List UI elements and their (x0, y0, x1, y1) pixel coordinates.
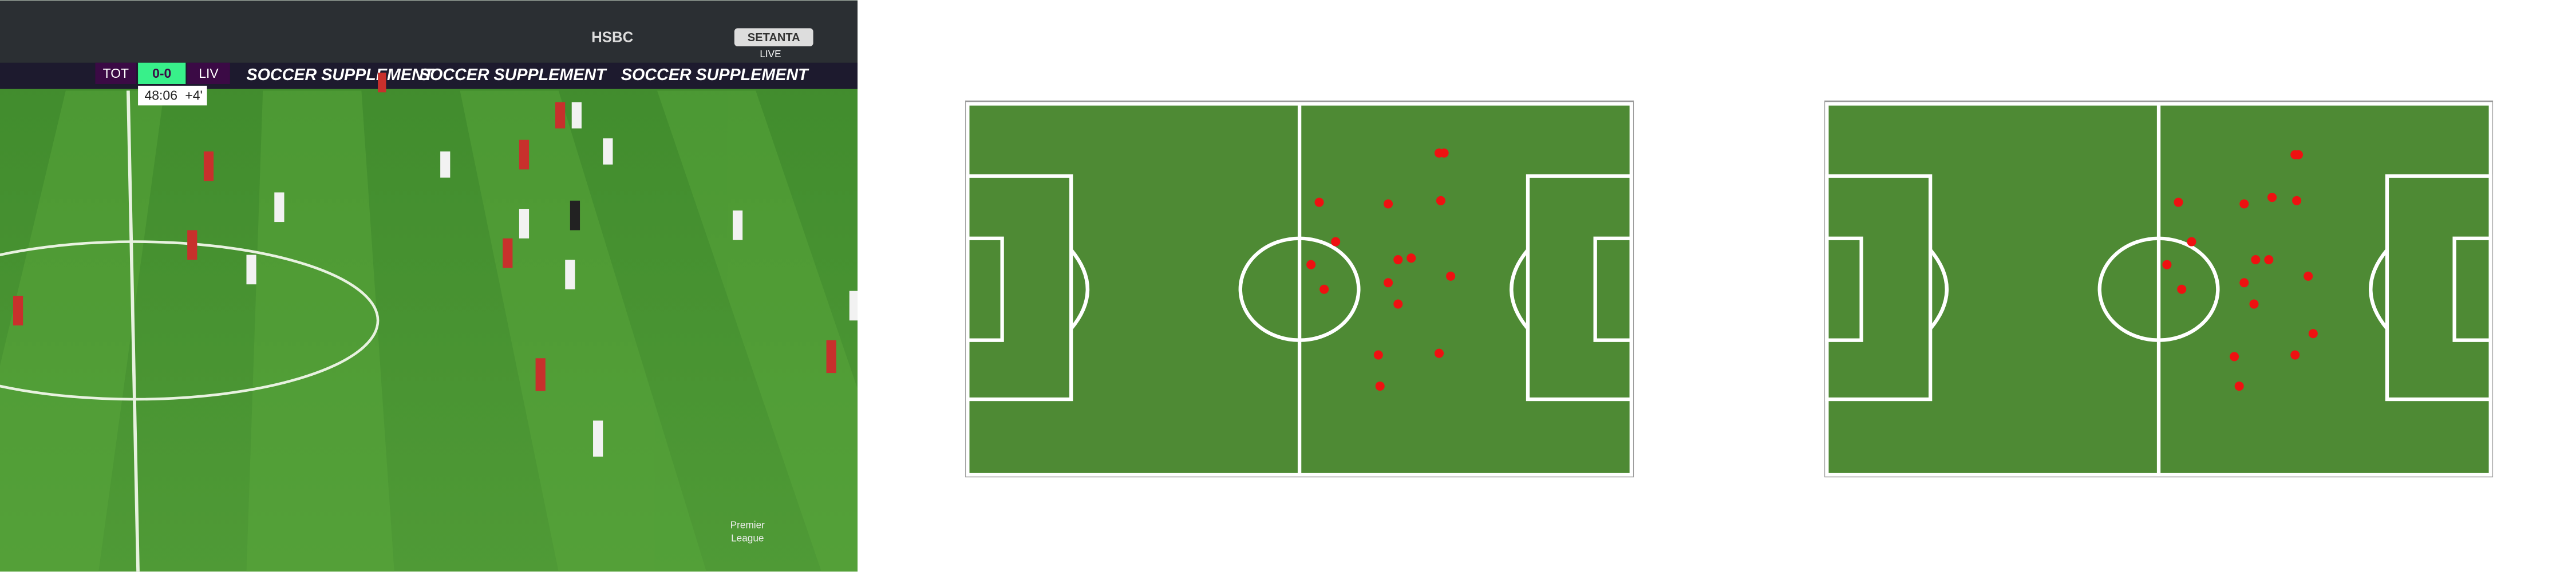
pitch-lines (966, 104, 1633, 475)
broadcaster: SETANTA (748, 31, 800, 44)
board-text: SOCCER SUPPLEMENT (419, 66, 607, 84)
league-logo: Premier (730, 519, 765, 531)
pitch-diagram (965, 100, 1634, 478)
pitch-lines (1825, 104, 2492, 475)
clock: 48:06 (145, 88, 177, 103)
away-team: LIV (199, 66, 219, 81)
league-logo: League (731, 533, 764, 544)
players (13, 72, 858, 457)
score: 0-0 (152, 66, 171, 81)
player-dots (2162, 150, 2318, 391)
board-text: SOCCER SUPPLEMENT (246, 66, 434, 84)
center-circle (0, 240, 380, 401)
stands (0, 0, 858, 66)
home-team: TOT (103, 66, 129, 81)
player-dots (1306, 148, 1456, 391)
pitch-diagram (1824, 100, 2494, 478)
scoreboard: TOT 0-0 LIV 48:06 +4' (95, 62, 230, 106)
broadcast-frame: SOCCER SUPPLEMENT SOCCER SUPPLEMENT SOCC… (0, 0, 858, 572)
live-label: LIVE (760, 48, 781, 59)
board-text: HSBC (591, 29, 633, 45)
broadcaster-badge (734, 28, 813, 46)
added-time: +4' (185, 88, 203, 103)
board-text: SOCCER SUPPLEMENT (621, 66, 809, 84)
pitch-line (126, 90, 140, 572)
